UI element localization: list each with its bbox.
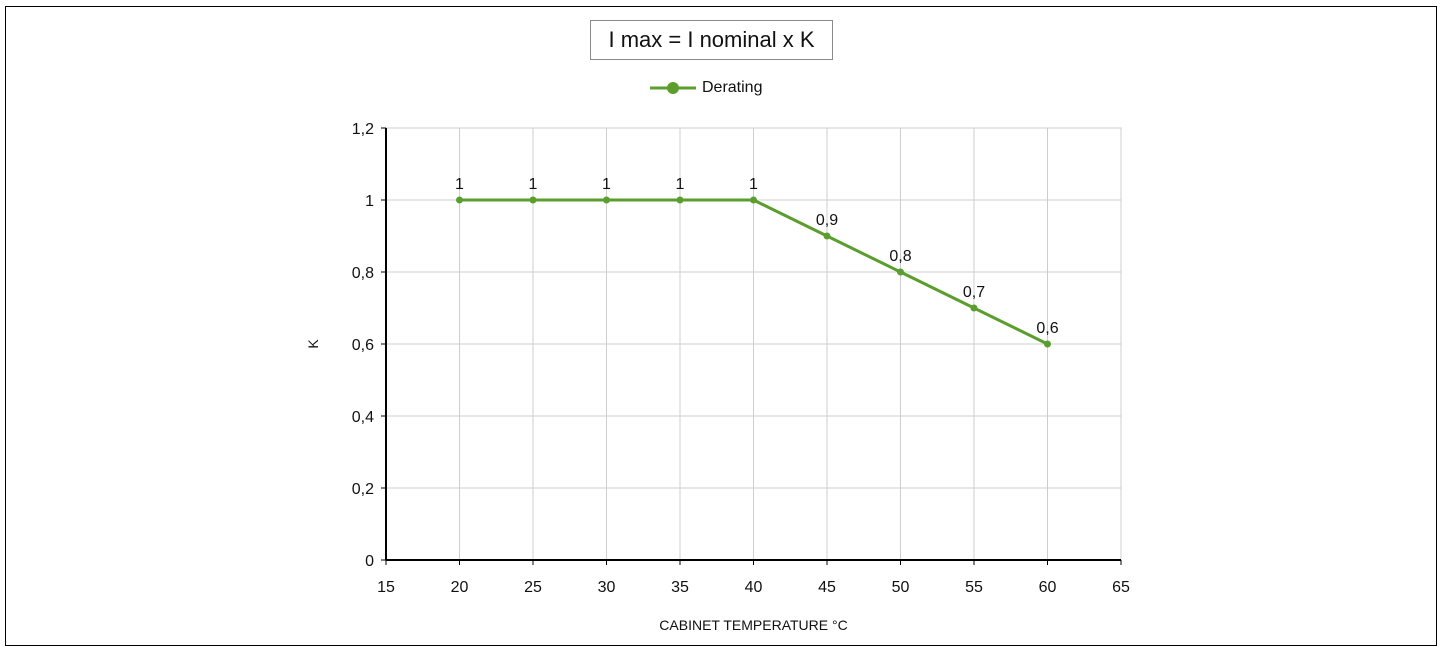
data-label: 0,6 xyxy=(1036,320,1058,337)
x-tick-label: 25 xyxy=(524,579,542,596)
data-point xyxy=(676,196,684,204)
x-tick-label: 60 xyxy=(1039,579,1057,596)
legend-label-derating: Derating xyxy=(702,79,763,96)
legend: Derating xyxy=(650,76,762,100)
data-point xyxy=(529,196,537,204)
data-label: 0,7 xyxy=(963,284,985,301)
data-point xyxy=(1044,340,1051,348)
data-label: 0,8 xyxy=(889,248,911,265)
x-tick-label: 65 xyxy=(1112,579,1130,596)
data-point xyxy=(823,232,831,240)
data-label: 1 xyxy=(749,176,758,193)
data-label: 0,9 xyxy=(816,212,838,229)
x-tick-label: 30 xyxy=(598,579,616,596)
x-tick-label: 15 xyxy=(377,579,395,596)
data-point xyxy=(750,196,757,204)
y-tick-label: 0,2 xyxy=(352,481,374,498)
y-axis-title: K xyxy=(305,339,321,349)
x-tick-label: 55 xyxy=(965,579,983,596)
y-tick-label: 0,8 xyxy=(352,265,374,282)
data-point xyxy=(970,304,978,312)
legend-line-marker-icon xyxy=(650,82,696,94)
chart-title: I max = I nominal x K xyxy=(590,20,833,60)
data-point xyxy=(456,196,463,204)
y-tick-label: 0 xyxy=(365,553,374,570)
x-axis-title: CABINET TEMPERATURE °C xyxy=(659,617,847,633)
x-tick-label: 45 xyxy=(818,579,836,596)
x-tick-label: 50 xyxy=(892,579,910,596)
y-tick-label: 0,6 xyxy=(352,337,374,354)
data-label: 1 xyxy=(455,176,464,193)
y-tick-label: 1 xyxy=(365,193,374,210)
data-point xyxy=(897,268,904,276)
data-label: 1 xyxy=(602,176,611,193)
x-tick-label: 35 xyxy=(671,579,689,596)
x-tick-label: 20 xyxy=(451,579,469,596)
y-tick-label: 1,2 xyxy=(352,121,374,138)
data-label: 1 xyxy=(529,176,538,193)
data-label: 1 xyxy=(676,176,685,193)
data-point xyxy=(603,196,610,204)
y-tick-label: 0,4 xyxy=(352,409,374,426)
x-tick-label: 40 xyxy=(745,579,763,596)
